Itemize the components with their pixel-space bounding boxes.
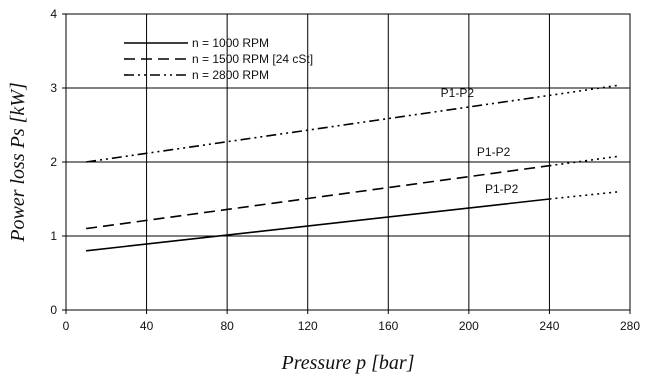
x-tick-label: 40 (140, 319, 154, 333)
x-tick-labels: 0 40 80 120 160 200 240 280 (63, 310, 640, 333)
series-line-1 (86, 198, 550, 252)
y-axis-title: Power loss Ps [kW] (7, 82, 29, 242)
y-tick-label: 3 (50, 81, 57, 95)
annotation-label: P1-P2 (441, 86, 475, 100)
series-lines (86, 84, 621, 252)
series-extrapolation-2 (549, 155, 621, 167)
x-tick-label: 80 (220, 319, 234, 333)
x-tick-label: 200 (459, 319, 479, 333)
legend-label-3: n = 2800 RPM (192, 68, 269, 82)
x-tick-label: 240 (539, 319, 559, 333)
x-tick-label: 0 (63, 319, 70, 333)
series-line-3 (86, 94, 550, 163)
x-axis-title: Pressure p [bar] (281, 352, 415, 374)
annotation-label: P1-P2 (485, 182, 519, 196)
legend: n = 1000 RPM n = 1500 RPM [24 cSt] n = 280… (124, 36, 313, 82)
legend-label-2: n = 1500 RPM [24 cSt] (192, 52, 313, 66)
legend-label-1: n = 1000 RPM (192, 36, 269, 50)
y-tick-label: 0 (50, 303, 57, 317)
series-extrapolation-1 (549, 190, 621, 200)
y-tick-label: 4 (50, 7, 57, 21)
annotation-label: P1-P2 (477, 145, 511, 159)
x-tick-label: 280 (620, 319, 640, 333)
series-line-2 (86, 164, 550, 230)
y-tick-label: 2 (50, 155, 57, 169)
y-tick-label: 1 (50, 229, 57, 243)
annotations: P1-P2 P1-P2 P1-P2 (441, 86, 519, 196)
series-extrapolation-3 (549, 84, 621, 97)
y-tick-labels: 0 1 2 3 4 (50, 7, 66, 317)
x-tick-label: 160 (378, 319, 398, 333)
x-tick-label: 120 (298, 319, 318, 333)
